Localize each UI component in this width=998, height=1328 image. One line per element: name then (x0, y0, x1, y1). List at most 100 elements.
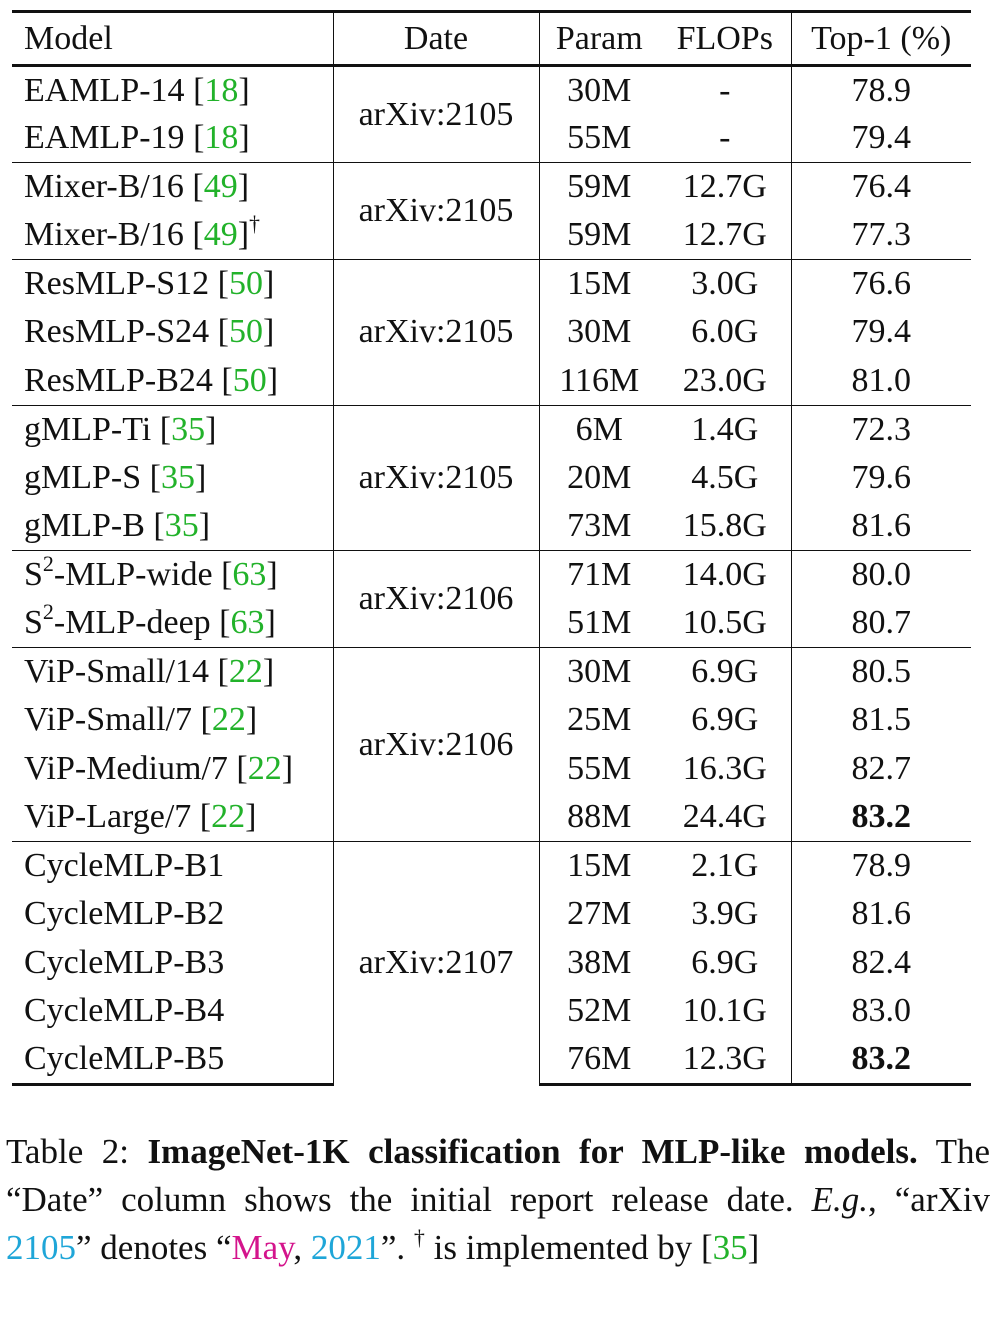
citation-link[interactable]: 49 (203, 168, 238, 205)
caption-label: Table 2: (6, 1132, 148, 1171)
table-row: gMLP-Ti [35] arXiv:2105 6M 1.4G 72.3 (12, 404, 971, 551)
citation-link[interactable]: 50 (232, 361, 267, 399)
table-row: ResMLP-S24 [50] 30M 6.0G 79.4 (12, 308, 971, 357)
top1-cell: 78.9 (790, 841, 971, 890)
flops-cell: 15.8G (682, 507, 767, 544)
citation-link[interactable]: 50 (228, 265, 263, 302)
param-cell: 73M (567, 507, 632, 544)
flops-cell: 3.0G (659, 259, 791, 308)
caption-eg-text3: ”. (380, 1228, 414, 1267)
model-cell: gMLP-S [35] (24, 458, 207, 496)
table-row: ViP-Small/7 [22] 25M 6.9G 81.5 (12, 696, 971, 745)
caption-eg: E.g. (811, 1180, 869, 1219)
citation-link[interactable]: 22 (211, 798, 246, 835)
citation-link[interactable]: 35 (164, 507, 199, 544)
param-cell: 52M (567, 992, 632, 1030)
model-name: ViP-Small/7 (24, 701, 201, 739)
citation-link[interactable]: 22 (211, 701, 246, 739)
top1-cell: 79.4 (790, 308, 971, 357)
model-cell: ResMLP-S12 [50] (12, 259, 333, 308)
param-cell: 51M (567, 604, 632, 641)
table-row: CycleMLP-B3 38M 6.9G 82.4 (12, 938, 971, 988)
top1-cell: 80.5 (790, 647, 971, 696)
caption-eg-code-link[interactable]: 2105 (6, 1228, 76, 1267)
flops-cell: 2.1G (659, 841, 791, 890)
table-row: ViP-Medium/7 [22] 55M 16.3G 82.7 (12, 744, 971, 793)
model-name: gMLP-Ti (24, 410, 160, 448)
param-cell: 59M (567, 216, 632, 253)
top1-cell: 78.9 (790, 65, 971, 114)
flops-cell: 14.0G (659, 550, 791, 599)
citation-link[interactable]: 35 (171, 410, 206, 448)
top1-cell: 77.3 (790, 211, 971, 260)
model-cell: CycleMLP-B5 (12, 1035, 333, 1086)
flops-cell: 6.0G (691, 313, 759, 351)
citation-link[interactable]: 35 (160, 458, 195, 496)
top1-cell: 81.6 (790, 890, 971, 939)
param-cell: 55M (567, 119, 632, 156)
model-name: Mixer-B/16 (24, 216, 193, 253)
caption-year-link[interactable]: 2021 (310, 1228, 381, 1267)
header-row: Model Date Param FLOPs Top-1 (%) (12, 10, 971, 67)
caption-eg-text2: ” denotes “ (76, 1228, 232, 1267)
top1-cell: 80.0 (790, 550, 971, 599)
results-table: Model Date Param FLOPs Top-1 (%) EAMLP-1… (12, 10, 971, 1086)
table-caption: Table 2: ImageNet-1K classification for … (6, 1128, 990, 1272)
model-cell: gMLP-B [35] (24, 507, 211, 544)
model-name: CycleMLP-B4 (24, 992, 225, 1030)
param-cell: 59M (539, 162, 659, 211)
header-flops: FLOPs (659, 10, 791, 67)
model-cell: ViP-Small/14 [22] (12, 647, 333, 696)
table-row: CycleMLP-B5 76M 12.3G 83.2 (12, 1035, 971, 1086)
param-cell: 6M (539, 404, 659, 454)
param-cell: 88M (567, 798, 632, 835)
top1-cell: 83.2 (790, 1035, 971, 1086)
top1-cell: 81.6 (790, 502, 971, 551)
caption-eg-text1: , “arXiv (868, 1180, 990, 1219)
table-row: gMLP-B [35] 73M 15.8G 81.6 (12, 502, 971, 551)
citation-link[interactable]: 49 (203, 216, 238, 253)
flops-cell: 6.9G (659, 647, 791, 696)
top1-cell: 81.5 (790, 696, 971, 745)
model-cell: S2-MLP-deep [63] (24, 599, 276, 641)
param-cell: 20M (567, 458, 632, 496)
caption-title: ImageNet-1K classification for MLP-like … (147, 1132, 918, 1171)
flops-cell: 3.9G (691, 895, 759, 933)
caption-sentence: The “Date” column shows the initial repo… (6, 1132, 990, 1219)
header-date: Date (332, 10, 540, 67)
citation-link[interactable]: 18 (204, 119, 239, 156)
citation-link[interactable]: 22 (228, 653, 263, 690)
citation-link[interactable]: 63 (230, 604, 265, 641)
param-cell: 30M (567, 313, 632, 351)
model-superscript: 2 (42, 599, 54, 624)
table-row: Mixer-B/16 [49]† 59M 12.7G 77.3 (12, 211, 971, 260)
param-cell: 116M (559, 361, 640, 399)
table-row: S2-MLP-deep [63] 51M 10.5G 80.7 (12, 599, 971, 648)
citation-link[interactable]: 63 (232, 556, 267, 593)
table-row: ViP-Large/7 [22] 88M 24.4G 83.2 (12, 793, 971, 842)
param-cell: 15M (539, 841, 659, 890)
model-name: S (24, 604, 43, 641)
caption-citation-link[interactable]: 35 (712, 1228, 748, 1267)
model-cell: CycleMLP-B4 (12, 987, 333, 1036)
citation-link[interactable]: 18 (204, 71, 239, 109)
header-param: Param (539, 10, 659, 67)
model-cell: ViP-Medium/7 [22] (24, 749, 294, 787)
caption-dagger-close: ] (747, 1228, 760, 1267)
flops-cell: - (659, 65, 791, 114)
param-cell: 30M (539, 65, 659, 114)
top1-cell: 83.0 (790, 987, 971, 1036)
model-cell: CycleMLP-B3 (12, 939, 333, 988)
flops-cell: 6.9G (691, 701, 759, 739)
citation-link[interactable]: 22 (247, 749, 282, 787)
table-row: ResMLP-S12 [50] arXiv:2105 15M 3.0G 76.6 (12, 259, 971, 405)
model-cell: CycleMLP-B1 (12, 841, 333, 890)
caption-month-link[interactable]: May (231, 1228, 294, 1267)
param-cell: 30M (539, 647, 659, 696)
model-superscript: 2 (42, 551, 54, 576)
param-cell: 38M (567, 943, 632, 981)
date-cell: arXiv:2105 (332, 65, 540, 163)
table-row: EAMLP-19 [18] 55M - 79.4 (12, 114, 971, 163)
date-cell: arXiv:2106 (332, 647, 540, 842)
citation-link[interactable]: 50 (228, 313, 263, 351)
